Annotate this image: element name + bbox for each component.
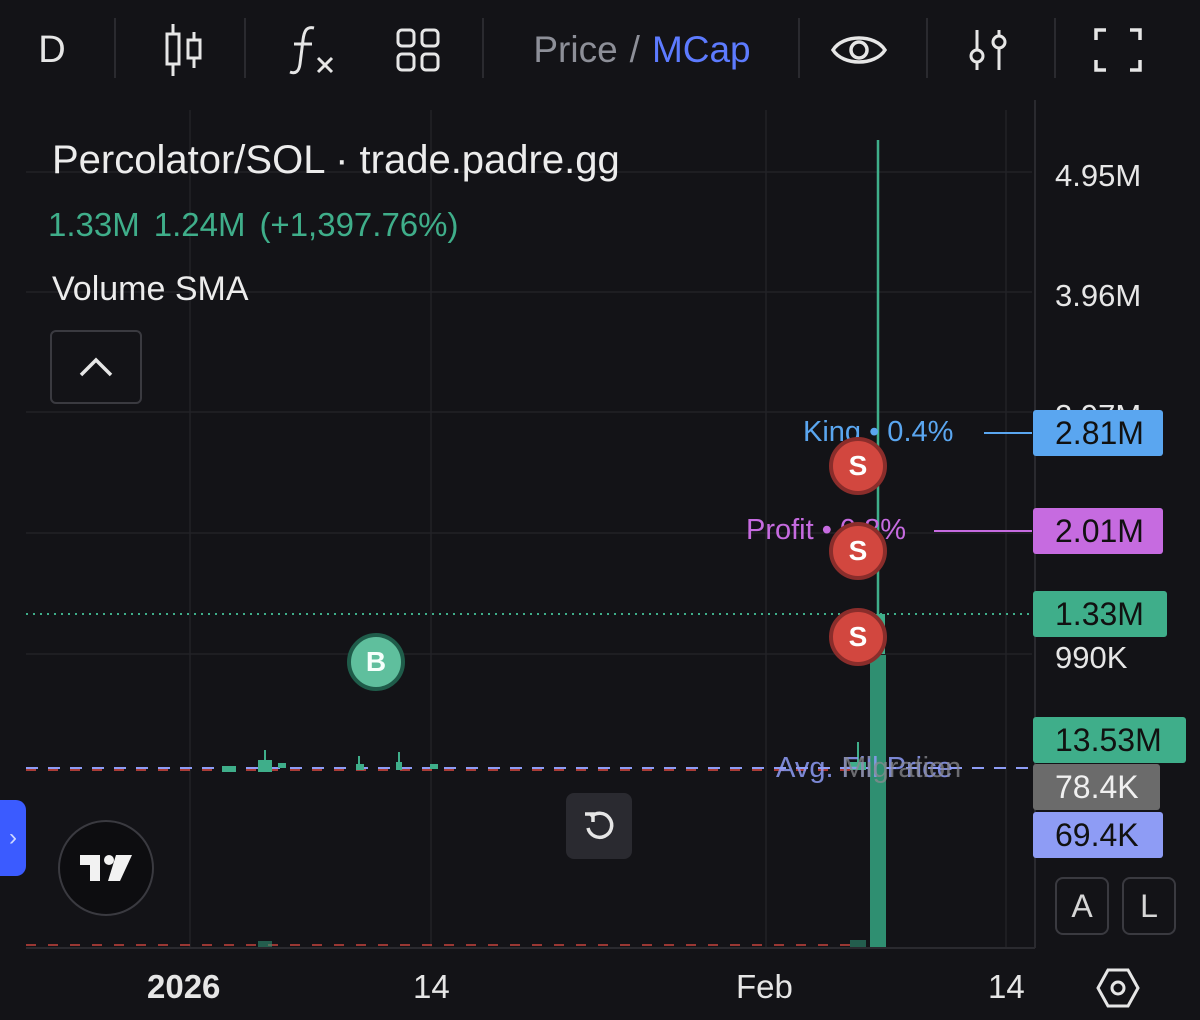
interval-label: D	[38, 28, 66, 71]
fullscreen-button[interactable]	[1088, 0, 1148, 100]
time-label: Feb	[736, 968, 793, 1005]
time-label: 14	[413, 968, 450, 1005]
reset-rotate-icon	[585, 811, 614, 840]
price-label: 3.96M	[1055, 278, 1142, 313]
volume-tag: 13.53M	[1033, 717, 1186, 763]
candle-wicks	[264, 742, 859, 772]
buy-marker[interactable]: B	[347, 633, 405, 691]
sell-marker[interactable]: S	[829, 522, 887, 580]
migration-line-label: Migration	[842, 752, 962, 784]
chart-toolbar: D Price / MCap	[0, 0, 1200, 100]
time-label: 14	[988, 968, 1025, 1005]
price-option[interactable]: Price	[533, 29, 618, 70]
indicators-button[interactable]	[282, 0, 342, 100]
volume-bars-small	[258, 940, 866, 947]
price-mcap-toggle[interactable]: Price / MCap	[524, 0, 760, 100]
volume-bar-spike	[870, 655, 886, 947]
symbol-title: Percolator/SOL · trade.padre.gg	[52, 138, 620, 182]
legend-value-percent: (+1,397.76%)	[259, 206, 459, 243]
king-price-tag: 2.81M	[1033, 410, 1163, 456]
sell-marker[interactable]: S	[829, 437, 887, 495]
auto-scale-button[interactable]: A	[1055, 877, 1109, 935]
candlestick-icon	[165, 24, 202, 76]
chart-type-button[interactable]	[150, 0, 216, 100]
legend-value-change: 1.24M	[153, 206, 246, 243]
legend-values: 1.33M 1.24M (+1,397.76%)	[48, 206, 473, 244]
reset-chart-button[interactable]	[566, 793, 632, 859]
volume-sma-label: Volume SMA	[52, 270, 249, 308]
fullscreen-icon	[1094, 28, 1142, 72]
legend-value-close: 1.33M	[48, 206, 140, 243]
toolbar-divider	[482, 18, 484, 78]
king-line-label: King • 0.4%	[803, 416, 954, 448]
vertical-gridlines	[189, 110, 1007, 948]
current-price-tag: 1.33M	[1033, 591, 1167, 637]
chevron-up-icon	[79, 357, 113, 377]
toggle-separator: /	[629, 29, 640, 70]
toolbar-divider	[244, 18, 246, 78]
profit-price-tag: 2.01M	[1033, 508, 1163, 554]
settings-sliders-button[interactable]	[962, 0, 1014, 100]
chart-settings-button[interactable]	[1096, 966, 1140, 1015]
migration-price-tag: 78.4K	[1033, 764, 1160, 810]
horizontal-gridlines	[26, 171, 1032, 655]
log-scale-button[interactable]: L	[1122, 877, 1176, 935]
chevron-right-icon: ›	[9, 824, 17, 851]
visibility-button[interactable]	[828, 0, 890, 100]
time-label: 2026	[147, 968, 221, 1005]
sliders-icon	[969, 30, 1007, 70]
layouts-button[interactable]	[390, 0, 446, 100]
eye-icon	[830, 36, 888, 64]
toolbar-divider	[926, 18, 928, 78]
collapse-legend-button[interactable]	[50, 330, 142, 404]
expand-sidebar-tab[interactable]: ›	[0, 800, 26, 876]
toolbar-divider	[798, 18, 800, 78]
toolbar-divider	[1054, 18, 1056, 78]
price-label: 4.95M	[1055, 158, 1142, 193]
mcap-option[interactable]: MCap	[651, 29, 751, 70]
tradingview-logo[interactable]	[58, 820, 154, 916]
grid-layout-icon	[396, 28, 440, 72]
settings-hex-icon	[1096, 968, 1140, 1008]
function-fx-icon	[289, 26, 334, 75]
interval-selector[interactable]: D	[24, 0, 80, 100]
tradingview-logo-icon	[80, 855, 132, 881]
price-label: 990K	[1055, 640, 1128, 675]
avg-fill-price-label: Avg. Fill Price	[776, 752, 953, 784]
avg-fill-price-tag: 69.4K	[1033, 812, 1163, 858]
sell-marker[interactable]: S	[829, 608, 887, 666]
toolbar-divider	[114, 18, 116, 78]
